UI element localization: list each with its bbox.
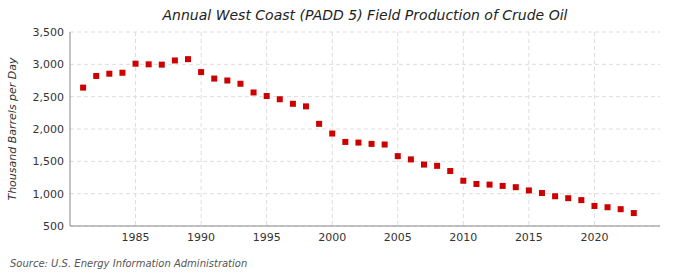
point [172, 57, 178, 63]
point [447, 168, 453, 174]
point [224, 78, 230, 84]
point [591, 203, 597, 209]
point [303, 103, 309, 109]
point [500, 183, 506, 189]
page: {"chart_data": { "type": "scatter", "tit… [0, 0, 675, 275]
y-tick-label: 2,500 [33, 91, 65, 104]
point [277, 96, 283, 102]
point [211, 76, 217, 82]
x-grid-line [594, 32, 595, 226]
source-note: Source: U.S. Energy Information Administ… [10, 258, 247, 269]
point [159, 62, 165, 68]
point [119, 70, 125, 76]
grid [70, 32, 660, 226]
point [565, 195, 571, 201]
y-grid-line [70, 161, 660, 162]
x-tick-label: 2000 [318, 231, 346, 244]
y-axis-label: Thousand Barrels per Day [6, 57, 19, 201]
point [264, 93, 270, 99]
x-grid-line [201, 32, 202, 226]
y-grid-line [70, 32, 660, 33]
x-tick-label: 2005 [384, 231, 412, 244]
chart: 500 1,000 1,500 2,000 2,500 3,000 3,500 1985 199… [0, 0, 675, 275]
point [93, 73, 99, 79]
point [487, 182, 493, 188]
point [185, 56, 191, 62]
y-grid-line [70, 96, 660, 97]
point [408, 156, 414, 162]
y-tick-label: 3,000 [33, 58, 65, 71]
point [539, 190, 545, 196]
point [460, 178, 466, 184]
point [605, 204, 611, 210]
y-tick-label: 2,000 [33, 123, 65, 136]
y-tick-label: 500 [43, 220, 64, 233]
point [106, 71, 112, 77]
point [618, 206, 624, 212]
point [526, 187, 532, 193]
point [434, 163, 440, 169]
tick-labels: 500 1,000 1,500 2,000 2,500 3,000 3,500 1985 199… [33, 26, 609, 244]
point [473, 181, 479, 187]
x-grid-line [528, 32, 529, 226]
x-grid-line [266, 32, 267, 226]
y-grid-line [70, 64, 660, 65]
x-tick-label: 2020 [580, 231, 608, 244]
point [578, 197, 584, 203]
y-grid-line [70, 193, 660, 194]
point [237, 81, 243, 87]
point [329, 131, 335, 137]
x-tick-label: 1995 [253, 231, 281, 244]
point [316, 121, 322, 127]
point [631, 210, 637, 216]
point [355, 140, 361, 146]
y-tick-label: 1,500 [33, 155, 65, 168]
point [80, 85, 86, 91]
point [421, 162, 427, 168]
point [382, 142, 388, 148]
point [146, 61, 152, 67]
y-grid-line [70, 226, 660, 227]
point [395, 153, 401, 159]
x-tick-label: 2015 [515, 231, 543, 244]
y-tick-label: 3,500 [33, 26, 65, 39]
background [0, 0, 675, 275]
x-grid-line [397, 32, 398, 226]
point [133, 61, 139, 67]
point [290, 101, 296, 107]
x-tick-label: 1990 [187, 231, 215, 244]
y-axis-line [70, 32, 71, 226]
point [342, 139, 348, 145]
x-tick-label: 1985 [122, 231, 150, 244]
point [513, 184, 519, 190]
x-grid-line [332, 32, 333, 226]
title: Annual West Coast (PADD 5) Field Product… [162, 7, 568, 23]
x-axis-line [70, 226, 660, 227]
x-grid-line [463, 32, 464, 226]
point [552, 193, 558, 199]
point [369, 141, 375, 147]
x-tick-label: 2010 [449, 231, 477, 244]
point [198, 69, 204, 75]
point [251, 89, 257, 95]
marks [80, 56, 637, 216]
y-tick-label: 1,000 [33, 188, 65, 201]
y-grid-line [70, 129, 660, 130]
